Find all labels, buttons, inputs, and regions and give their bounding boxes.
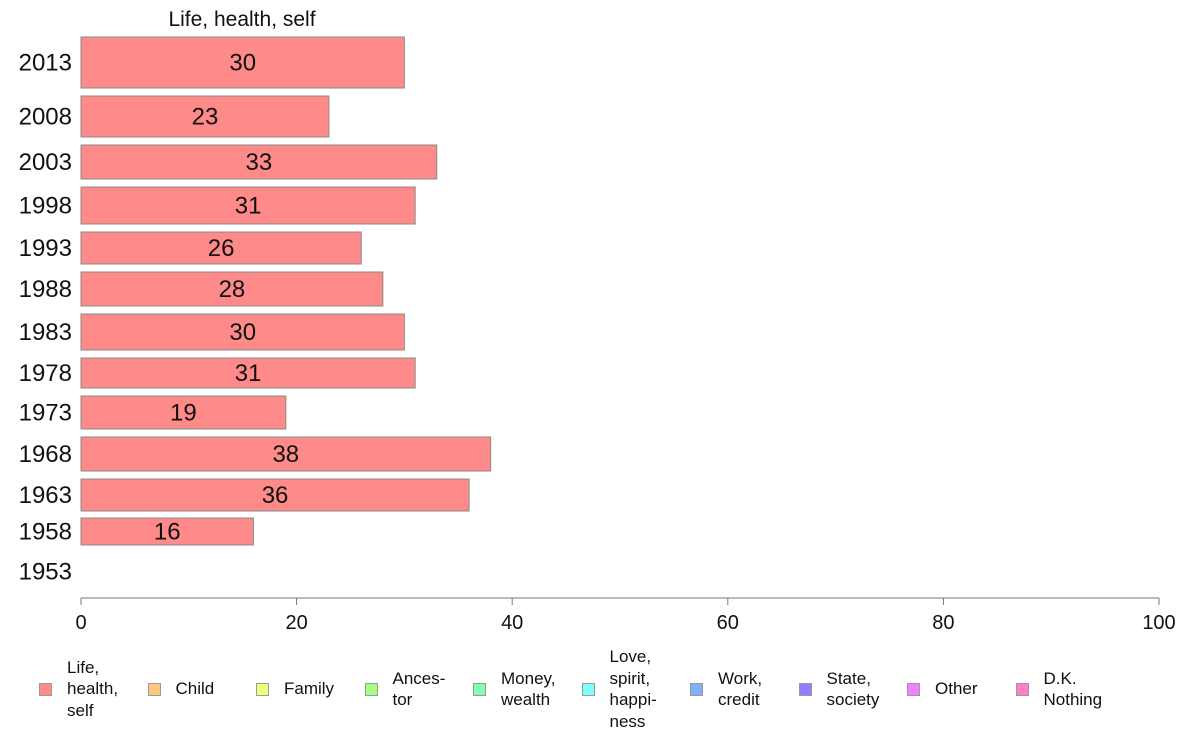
legend-swatch (1015, 682, 1029, 696)
legend-item: Ances- tor (364, 668, 446, 711)
legend-swatch (907, 682, 920, 696)
y-tick-label: 2008 (19, 104, 72, 131)
legend-item: Money, wealth (473, 668, 556, 711)
legend-swatch (473, 682, 486, 696)
bar (80, 144, 438, 180)
y-tick-label: 1958 (19, 519, 72, 546)
legend-label: Family (284, 679, 335, 699)
legend-label: Work, credit (718, 668, 763, 710)
legend-swatch (39, 682, 52, 696)
legend-label: Love, spirit, happi- ness (609, 647, 657, 731)
x-tick-label: 20 (285, 612, 307, 634)
y-tick-label: 2013 (19, 50, 72, 77)
legend-item: Work, credit (690, 668, 762, 711)
bar-value-label: 36 (262, 482, 289, 509)
bar (80, 357, 416, 389)
bar-value-label: 38 (272, 441, 299, 468)
bar-value-label: 19 (170, 400, 197, 427)
bar-value-label: 31 (235, 193, 262, 220)
bar (80, 36, 405, 89)
legend: Life, health, self Child Family Ances- tor M… (0, 640, 1188, 736)
legend-label: Ances- tor (392, 668, 446, 710)
bar (80, 395, 287, 430)
bar (80, 231, 362, 265)
legend-swatch (798, 682, 812, 696)
x-tick-label: 0 (75, 612, 86, 634)
bar-value-label: 31 (235, 360, 262, 387)
legend-item: Love, spirit, happi- ness (581, 646, 657, 732)
legend-swatch (364, 682, 378, 696)
legend-item: Life, health, self (39, 657, 118, 722)
y-axis-labels: 2013 2008 2003 1998 1993 1988 1983 1978 1973 1968… (19, 50, 72, 586)
bar (80, 478, 470, 512)
legend-item: State, society (798, 668, 880, 711)
legend-label: State, society (826, 668, 880, 710)
legend-item: Child (147, 678, 215, 700)
bar (80, 517, 254, 546)
bar (80, 95, 330, 138)
legend-swatch (690, 682, 703, 696)
bar-value-label: 16 (154, 519, 181, 546)
x-axis: 0 20 40 60 80 100 (75, 597, 1176, 634)
legend-label: Child (175, 679, 215, 699)
bar (80, 186, 416, 225)
legend-swatch (256, 682, 269, 696)
bar (80, 436, 492, 472)
bar-value-label: 30 (229, 319, 256, 346)
y-tick-label: 1968 (19, 441, 72, 468)
legend-label: D.K. Nothing (1043, 668, 1103, 710)
legend-label: Money, wealth (501, 668, 556, 710)
bar-value-label: 26 (208, 235, 235, 262)
legend-item: D.K. Nothing (1015, 668, 1103, 711)
y-tick-label: 1963 (19, 482, 72, 509)
x-tick-label: 80 (932, 612, 954, 634)
y-tick-label: 1953 (19, 559, 72, 586)
y-tick-label: 1998 (19, 193, 72, 220)
x-tick-label: 40 (501, 612, 523, 634)
y-tick-label: 1973 (19, 400, 72, 427)
legend-item: Other (907, 678, 978, 700)
bar-value-label: 33 (246, 149, 273, 176)
x-tick-label: 100 (1142, 612, 1175, 634)
legend-item: Family (256, 678, 334, 700)
y-tick-label: 1983 (19, 319, 72, 346)
bar-value-label: 30 (229, 50, 256, 77)
bar-chart: Life, health, self 302333312628303119383… (19, 8, 1176, 634)
chart-title: Life, health, self (168, 8, 315, 31)
legend-label: Life, health, self (67, 657, 119, 720)
y-tick-label: 1988 (19, 276, 72, 303)
bar (80, 271, 384, 307)
legend-label: Other (935, 679, 978, 699)
bar-value-label: 23 (192, 104, 219, 131)
y-tick-label: 1978 (19, 360, 72, 387)
y-tick-label: 2003 (19, 149, 72, 176)
legend-swatch (581, 682, 595, 696)
bar-value-label: 28 (219, 276, 246, 303)
x-tick-label: 60 (717, 612, 739, 634)
legend-swatch (147, 682, 161, 696)
bar (80, 313, 405, 351)
y-tick-label: 1993 (19, 235, 72, 262)
